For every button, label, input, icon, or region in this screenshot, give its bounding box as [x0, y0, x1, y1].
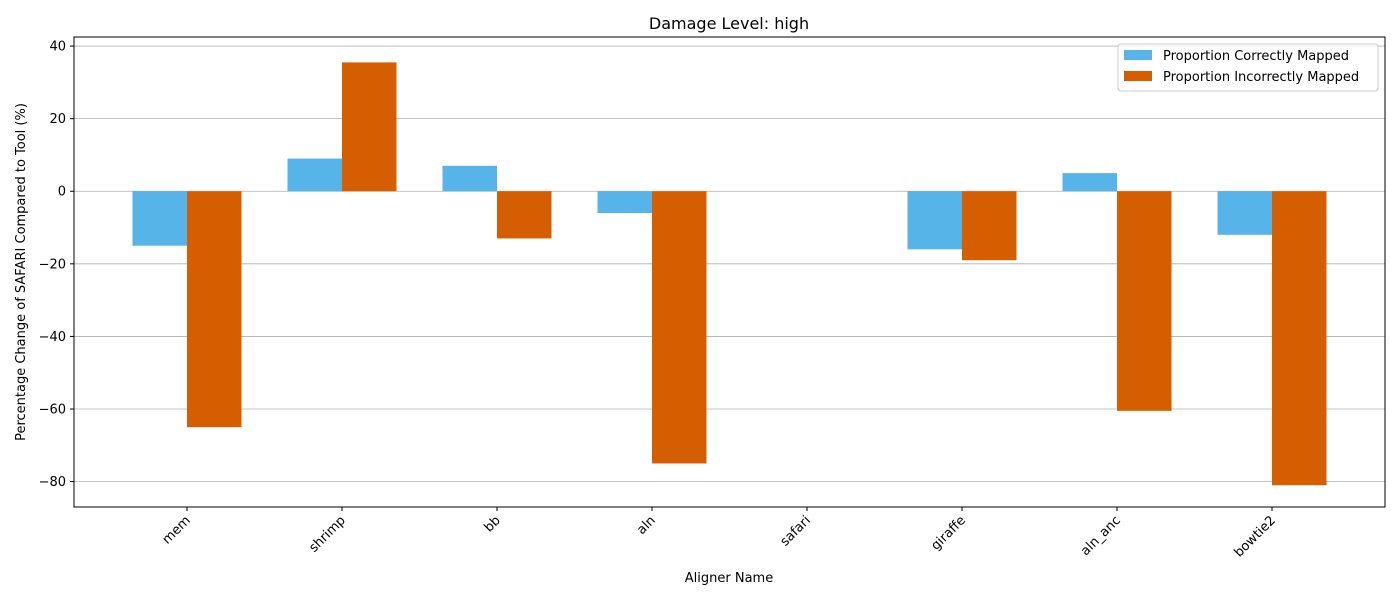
- y-tick-label: −60: [39, 403, 66, 418]
- bar-correctly-mapped: [597, 191, 652, 214]
- y-tick-label: −40: [39, 330, 66, 345]
- legend-swatch: [1124, 50, 1152, 60]
- x-tick-label: giraffe: [928, 513, 968, 553]
- x-tick-label: shrimp: [306, 513, 348, 555]
- x-tick-label: aln: [634, 513, 659, 538]
- legend: Proportion Correctly Mapped Proportion In…: [1117, 43, 1379, 92]
- x-tick-label: aln_anc: [1078, 513, 1124, 559]
- grid-lines: [74, 45, 1385, 482]
- legend-label: Proportion Correctly Mapped: [1163, 49, 1349, 64]
- y-tick-label: −20: [39, 257, 66, 272]
- y-tick-label: −80: [39, 475, 66, 490]
- x-tick-label: bb: [482, 513, 504, 535]
- bar-correctly-mapped: [132, 191, 187, 246]
- bar-correctly-mapped: [287, 158, 342, 192]
- bar-incorrectly-mapped: [962, 191, 1017, 261]
- x-axis: mem shrimp bb aln safari giraffe aln_anc bowtie…: [160, 507, 1279, 560]
- chart-title: Damage Level: high: [649, 14, 809, 33]
- x-axis-label: Aligner Name: [685, 571, 773, 586]
- bar-correctly-mapped: [1062, 173, 1117, 192]
- x-tick-label: safari: [778, 513, 814, 549]
- bar-incorrectly-mapped: [652, 191, 707, 464]
- bar-incorrectly-mapped: [1117, 191, 1172, 411]
- y-tick-label: 40: [49, 40, 66, 55]
- bar-correctly-mapped: [907, 191, 962, 250]
- bar-correctly-mapped: [1217, 191, 1272, 235]
- bar-incorrectly-mapped: [1272, 191, 1327, 486]
- y-tick-label: 20: [49, 112, 66, 127]
- bar-incorrectly-mapped: [497, 191, 552, 239]
- bars: [132, 62, 1327, 486]
- x-tick-label: bowtie2: [1232, 513, 1279, 560]
- legend-swatch: [1124, 71, 1152, 81]
- legend-box: [1117, 43, 1379, 92]
- y-axis: 40 20 0 −20 −40 −60 −80: [39, 40, 74, 490]
- bar-incorrectly-mapped: [187, 191, 242, 428]
- bar-correctly-mapped: [442, 165, 497, 192]
- plot-area-frame: [73, 36, 1386, 508]
- y-tick-label: 0: [58, 185, 66, 200]
- legend-label: Proportion Incorrectly Mapped: [1163, 70, 1359, 85]
- y-axis-label: Percentage Change of SAFARI Compared to …: [14, 103, 29, 441]
- bar-incorrectly-mapped: [342, 62, 397, 192]
- x-tick-label: mem: [160, 513, 194, 547]
